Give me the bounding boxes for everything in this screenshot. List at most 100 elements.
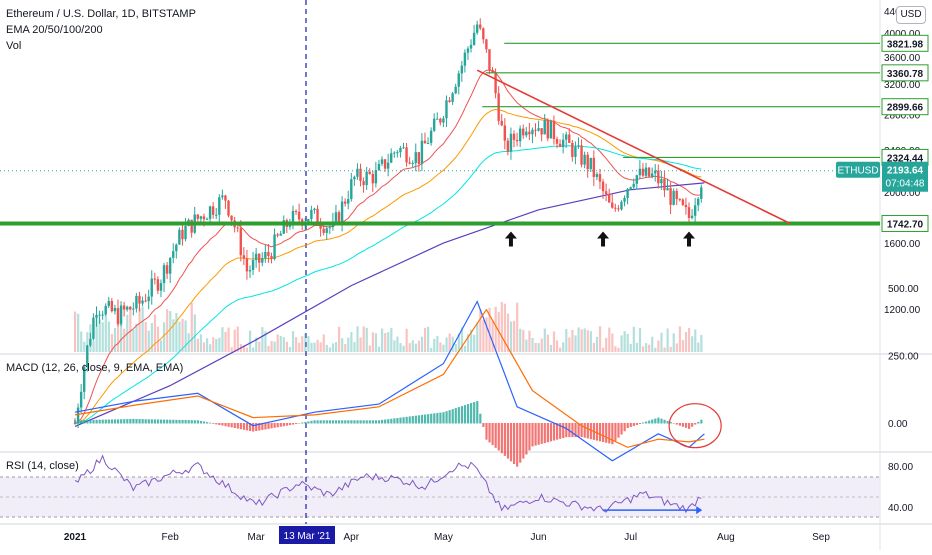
volume-bar xyxy=(648,345,650,352)
volume-bar xyxy=(436,336,438,352)
volume-bar xyxy=(587,330,589,352)
macd-histogram-bar xyxy=(317,420,319,423)
macd-histogram-bar xyxy=(445,411,447,423)
volume-bar xyxy=(525,340,527,352)
macd-histogram-bar xyxy=(221,423,223,426)
macd-histogram-bar xyxy=(203,422,205,424)
macd-histogram-bar xyxy=(633,423,635,426)
macd-histogram-bar xyxy=(301,422,303,423)
volume-bar xyxy=(197,339,199,352)
candle-body xyxy=(108,301,110,306)
volume-bar xyxy=(237,327,239,352)
macd-histogram-bar xyxy=(169,420,171,424)
volume-bar xyxy=(694,329,696,352)
time-tick-label: Feb xyxy=(162,532,180,543)
macd-histogram-bar xyxy=(95,420,97,424)
macd-histogram-bar xyxy=(197,420,199,423)
volume-bar xyxy=(335,342,337,352)
macd-histogram-bar xyxy=(341,420,343,423)
macd-histogram-bar xyxy=(329,420,331,423)
candle-body xyxy=(230,216,232,221)
symbol-label: ETHUSD xyxy=(837,166,878,177)
macd-histogram-bar xyxy=(645,422,647,424)
volume-bar xyxy=(538,343,540,352)
candle-body xyxy=(482,28,484,39)
candle-body xyxy=(559,144,561,147)
candle-body xyxy=(258,254,260,263)
candle-body xyxy=(135,296,137,309)
candle-body xyxy=(467,49,469,53)
currency-button[interactable]: USD xyxy=(896,6,926,24)
volume-bar xyxy=(492,320,494,352)
volume-bar xyxy=(495,307,497,352)
macd-histogram-bar xyxy=(482,423,484,427)
volume-bar xyxy=(212,337,214,352)
volume-bar xyxy=(215,339,217,352)
candle-body xyxy=(375,170,377,183)
macd-histogram-bar xyxy=(464,405,466,423)
volume-bar xyxy=(513,321,515,352)
volume-bar xyxy=(415,344,417,352)
volume-bar xyxy=(464,346,466,352)
candle-body xyxy=(451,93,453,102)
candle-body xyxy=(276,234,278,235)
macd-histogram-bar xyxy=(114,419,116,423)
rsi-legend: RSI (14, close) xyxy=(6,460,79,472)
volume-bar xyxy=(611,334,613,352)
macd-histogram-bar xyxy=(89,420,91,424)
volume-bar xyxy=(510,322,512,352)
volume-bar xyxy=(685,332,687,352)
volume-bar xyxy=(313,343,315,352)
volume-bar xyxy=(369,345,371,352)
macd-histogram-bar xyxy=(519,423,521,463)
volume-bar xyxy=(267,346,269,352)
volume-bar xyxy=(338,327,340,352)
volume-bar xyxy=(670,347,672,352)
volume-bar xyxy=(310,343,312,352)
macd-histogram-bar xyxy=(596,423,598,441)
volume-bar xyxy=(645,343,647,352)
volume-bar xyxy=(356,326,358,352)
time-tick-label: 2021 xyxy=(64,532,87,543)
candle-body xyxy=(279,234,281,236)
volume-bar xyxy=(620,335,622,352)
volume-bar xyxy=(568,337,570,352)
macd-histogram-bar xyxy=(264,423,266,429)
macd-histogram-bar xyxy=(605,423,607,443)
macd-histogram-bar xyxy=(467,404,469,423)
volume-bar xyxy=(234,330,236,352)
candle-body xyxy=(295,211,297,212)
volume-bar xyxy=(390,328,392,352)
macd-histogram-bar xyxy=(304,422,306,424)
volume-bar xyxy=(531,338,533,352)
candle-body xyxy=(105,306,107,315)
macd-histogram-bar xyxy=(461,406,463,423)
volume-bar xyxy=(427,327,429,352)
candle-body xyxy=(510,134,512,152)
candle-body xyxy=(461,66,463,74)
macd-histogram-bar xyxy=(366,420,368,423)
macd-histogram-bar xyxy=(102,420,104,424)
macd-histogram-bar xyxy=(283,423,285,426)
macd-histogram-bar xyxy=(138,419,140,423)
macd-histogram-bar xyxy=(372,420,374,423)
price-tick-label: 1200.00 xyxy=(884,305,921,316)
candle-body xyxy=(326,228,328,233)
volume-bar xyxy=(590,331,592,352)
volume-bar xyxy=(224,332,226,352)
volume-bar xyxy=(154,315,156,352)
candle-body xyxy=(372,174,374,183)
candle-body xyxy=(212,206,214,214)
macd-histogram-bar xyxy=(412,416,414,423)
candle-body xyxy=(160,283,162,291)
volume-bar xyxy=(421,337,423,352)
volume-legend: Vol xyxy=(6,40,21,52)
candle-body xyxy=(126,307,128,310)
volume-bar xyxy=(430,348,432,352)
macd-histogram-bar xyxy=(188,420,190,423)
level-label: 3360.78 xyxy=(887,69,924,80)
volume-bar xyxy=(550,345,552,352)
volume-bar xyxy=(571,330,573,352)
